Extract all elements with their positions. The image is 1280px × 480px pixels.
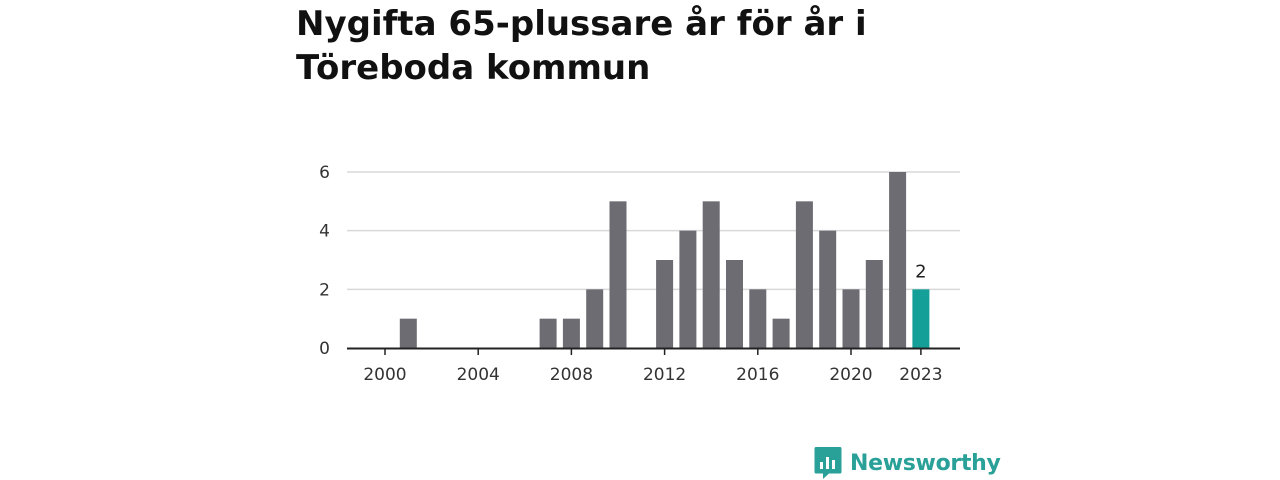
bar-highlight [912, 289, 930, 348]
brand-name: Newsworthy [850, 450, 1001, 476]
y-tick-label: 2 [319, 280, 330, 300]
bar [562, 318, 580, 348]
y-tick-label: 6 [319, 163, 330, 183]
bar [819, 230, 837, 348]
bar [749, 289, 767, 348]
bar [656, 260, 674, 348]
x-tick-label: 2012 [643, 365, 686, 385]
chart-title: Nygifta 65-plussare år för år i Töreboda… [296, 4, 867, 88]
bar [842, 289, 860, 348]
bar [539, 318, 557, 348]
x-tick-label: 2008 [550, 365, 593, 385]
x-tick-label: 2023 [899, 365, 942, 385]
newsworthy-logo: Newsworthy [814, 446, 1001, 480]
bar-data-label: 2 [915, 261, 926, 282]
bar [726, 260, 743, 348]
y-tick-label: 4 [319, 222, 330, 242]
x-tick-label: 2020 [829, 365, 872, 385]
bar [586, 289, 604, 348]
bar [679, 230, 697, 348]
bar [399, 318, 417, 348]
y-tick-label: 0 [319, 339, 330, 359]
bar [795, 201, 813, 348]
bar [609, 201, 627, 348]
x-tick-label: 2016 [736, 365, 779, 385]
bar [889, 172, 907, 348]
newsworthy-logo-icon [814, 447, 842, 479]
bar [772, 318, 790, 348]
x-tick-label: 2004 [457, 365, 500, 385]
bar [702, 201, 720, 348]
x-tick-label: 2000 [363, 365, 406, 385]
bar [865, 260, 883, 348]
